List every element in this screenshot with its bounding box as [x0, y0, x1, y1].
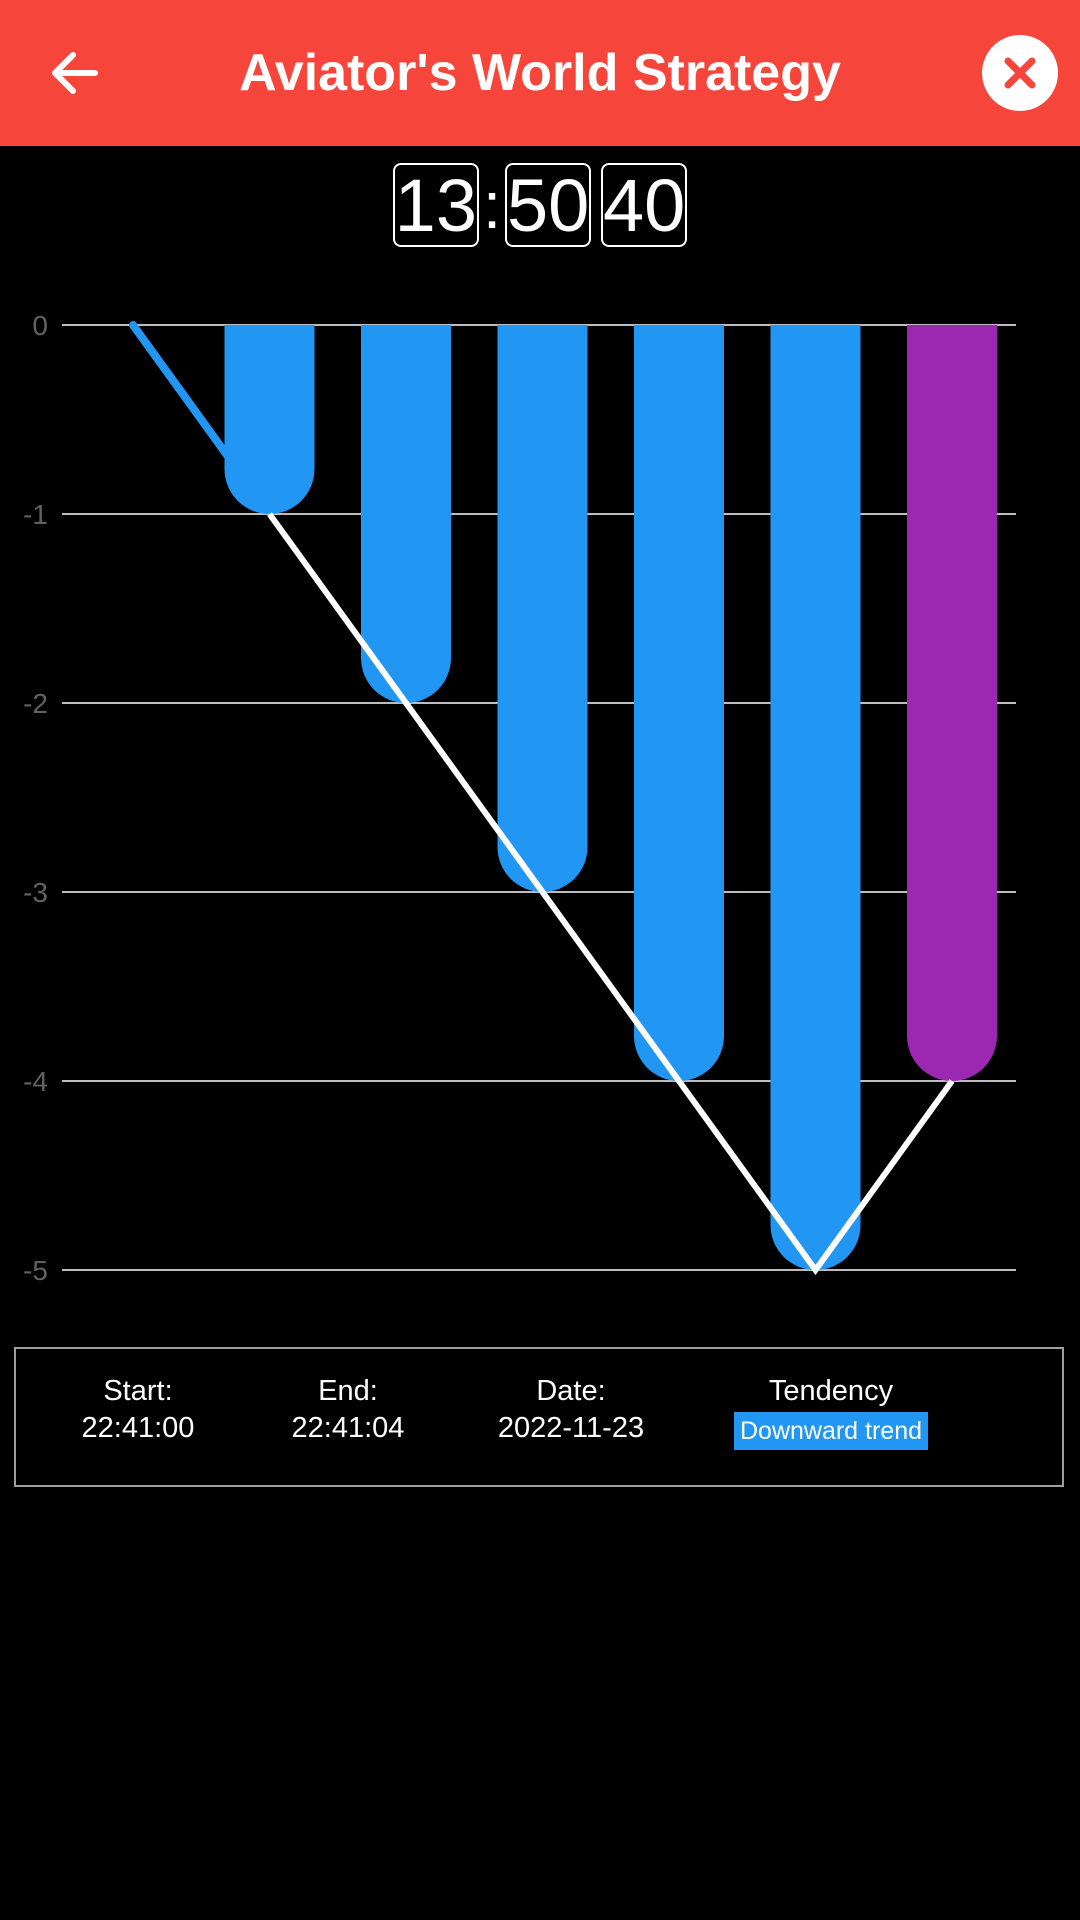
y-tick-label: -2 [23, 688, 48, 719]
bar [770, 325, 861, 1270]
back-button[interactable] [40, 38, 110, 108]
end-info: End: 22:41:04 [258, 1373, 438, 1447]
trend-chart: 0 -1 -2 -3 -4 -5 [23, 310, 1016, 1286]
start-info: Start: 22:41:00 [48, 1373, 228, 1447]
close-icon [1004, 57, 1036, 89]
start-value: 22:41:00 [81, 1412, 195, 1444]
app-bar: Aviator's World Strategy [0, 0, 1080, 146]
timer-hours: 13 [392, 163, 479, 247]
y-tick-label: -4 [23, 1066, 48, 1097]
y-tick-label: -3 [23, 877, 48, 908]
timer-minutes: 50 [505, 163, 592, 247]
start-label: Start: [103, 1375, 173, 1407]
bar [497, 325, 588, 892]
arrow-left-icon [52, 52, 98, 94]
date-info: Date: 2022-11-23 [456, 1373, 686, 1447]
tendency-badge: Downward trend [733, 1412, 929, 1450]
y-tick-label: 0 [32, 310, 48, 341]
bar [907, 325, 997, 1081]
tendency-label: Tendency [768, 1375, 894, 1407]
trend-line [267, 512, 955, 1276]
session-info-panel: Start: 22:41:00 End: 22:41:04 Date: 2022… [14, 1347, 1064, 1487]
tendency-info: Tendency Downward trend [706, 1373, 956, 1450]
page-title: Aviator's World Strategy [239, 44, 841, 102]
timer-separator: : [482, 168, 502, 242]
date-label: Date: [536, 1375, 606, 1407]
y-tick-label: -1 [23, 499, 48, 530]
bar [224, 325, 315, 514]
end-label: End: [318, 1375, 378, 1407]
date-value: 2022-11-23 [497, 1412, 645, 1444]
y-tick-label: -5 [23, 1255, 48, 1286]
countdown-timer: 13 : 50 40 [0, 160, 1080, 250]
bar [361, 325, 451, 703]
trend-line-start-segment [129, 321, 233, 462]
timer-seconds: 40 [601, 163, 688, 247]
close-button[interactable] [982, 35, 1058, 111]
bar [634, 325, 724, 1081]
end-value: 22:41:04 [291, 1412, 405, 1444]
